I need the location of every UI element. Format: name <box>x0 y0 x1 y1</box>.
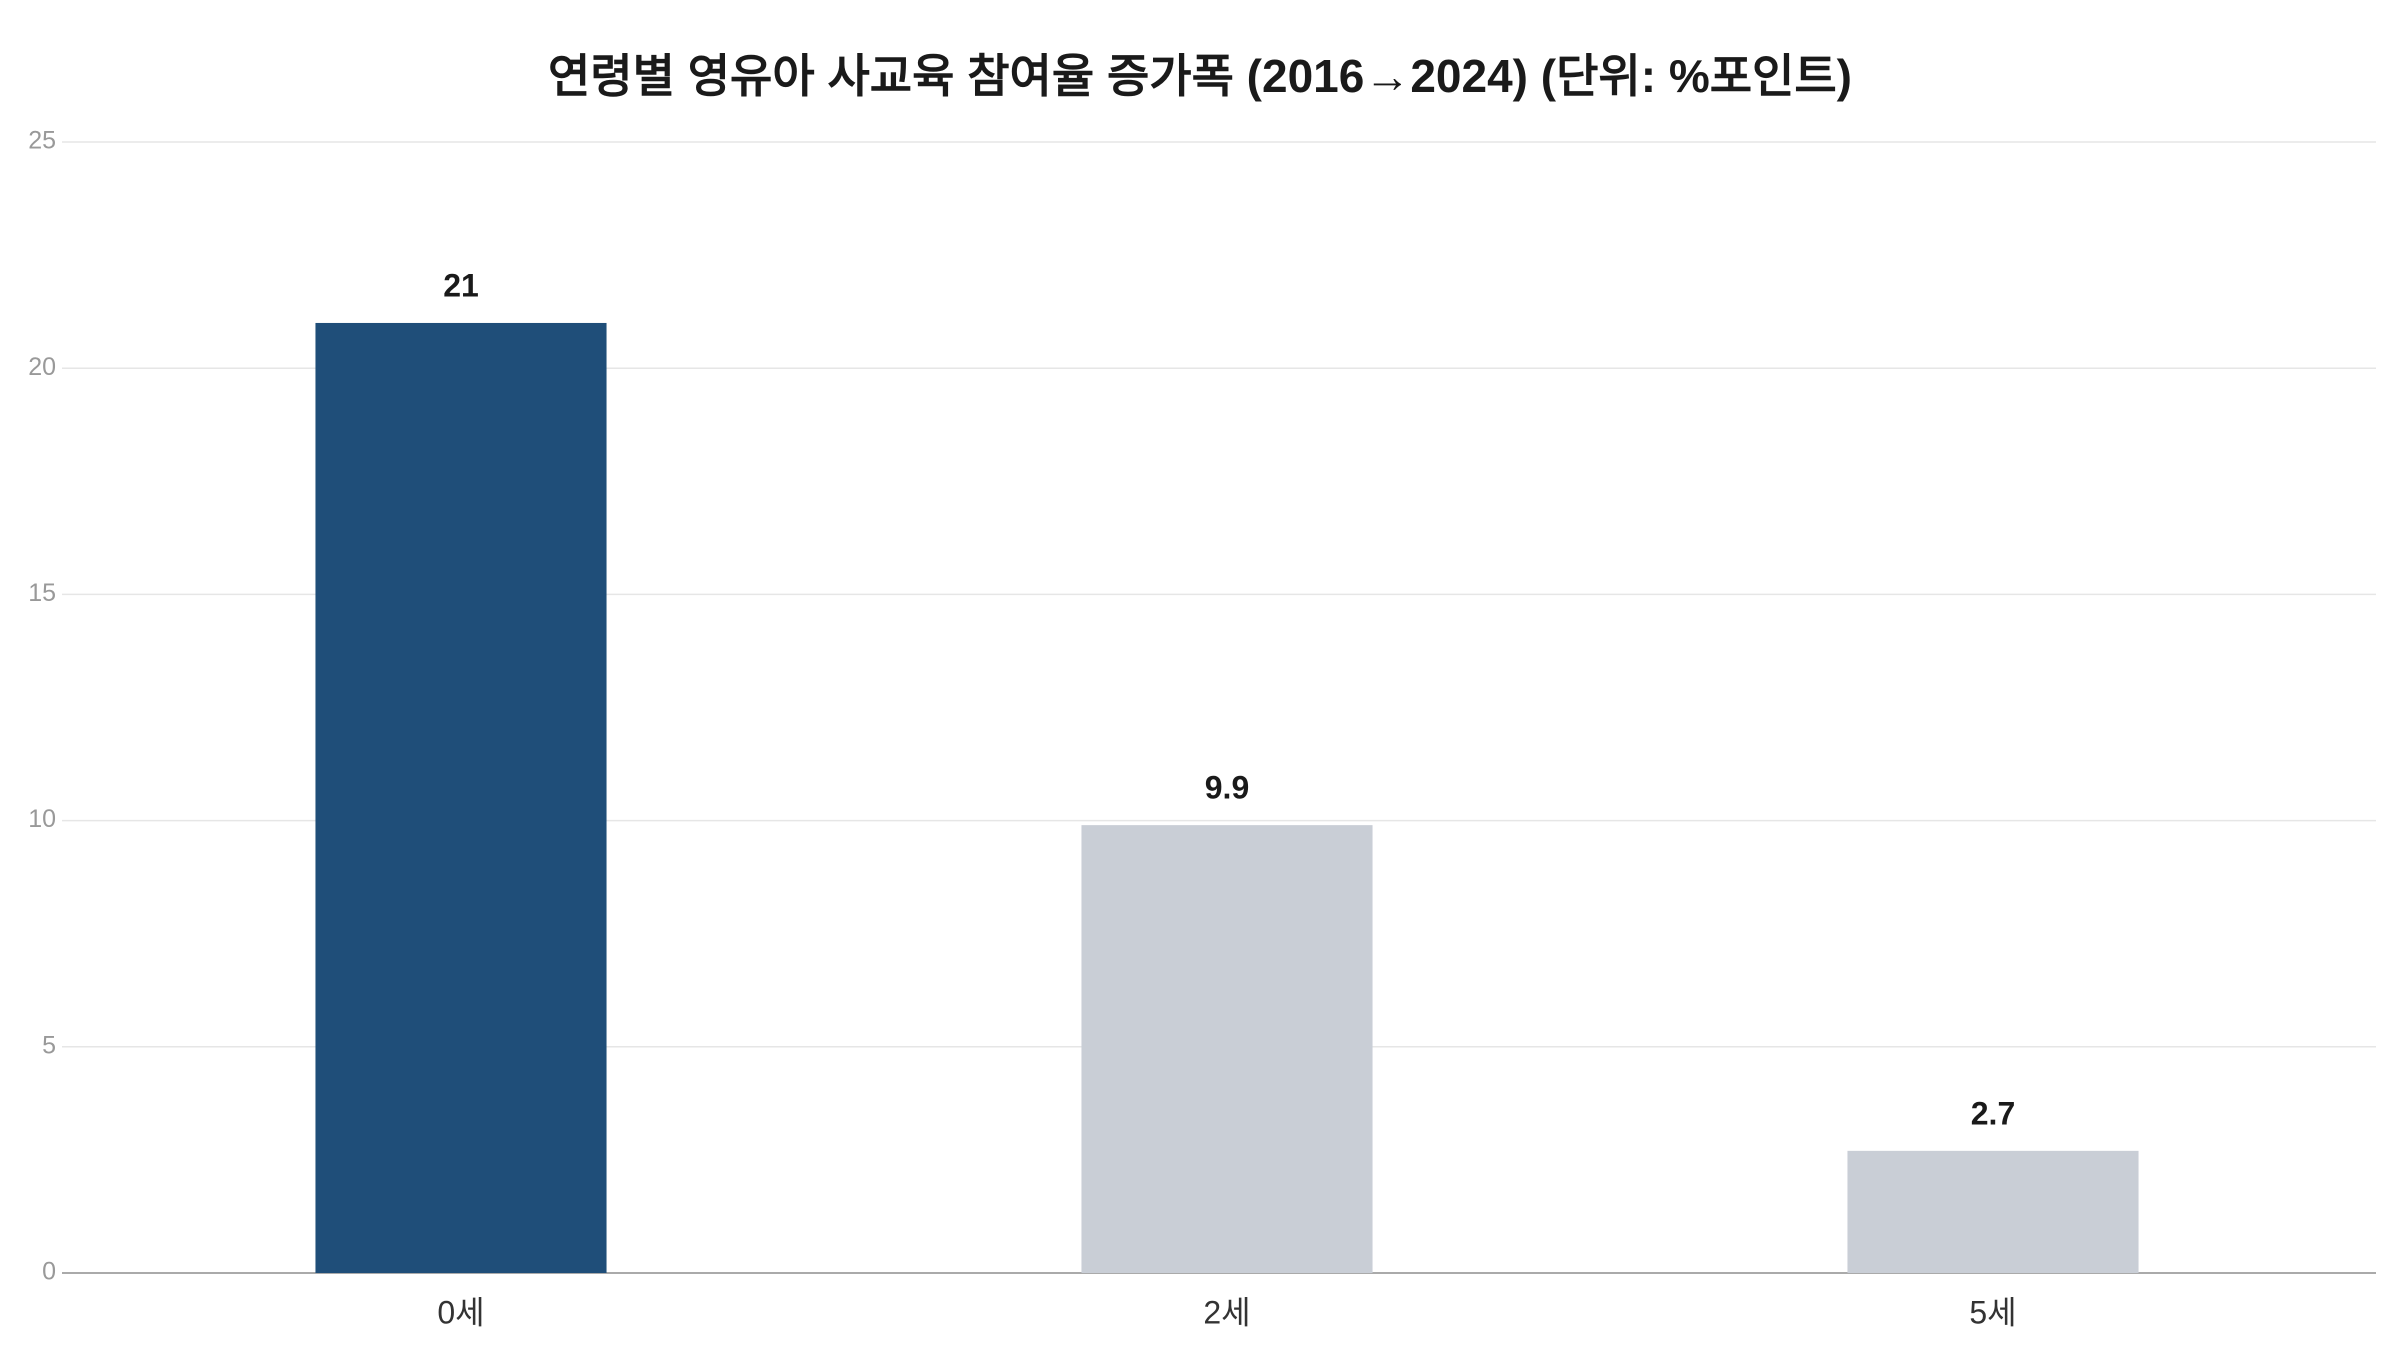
chart-title: 연령별 영유아 사교육 참여율 증가폭 (2016→2024) (단위: %포인… <box>548 50 1852 102</box>
y-tick-label: 25 <box>28 127 56 155</box>
y-tick-label: 15 <box>28 579 56 607</box>
y-tick-label: 5 <box>42 1031 56 1059</box>
value-label: 21 <box>443 267 479 303</box>
y-tick-label: 10 <box>28 805 56 833</box>
x-tick-label: 2세 <box>1203 1294 1250 1330</box>
y-tick-label: 20 <box>28 353 56 381</box>
value-label: 9.9 <box>1205 770 1249 806</box>
value-label: 2.7 <box>1971 1095 2015 1131</box>
x-tick-label: 0세 <box>437 1294 484 1330</box>
y-tick-label: 0 <box>42 1258 56 1286</box>
bar <box>1847 1150 2139 1273</box>
bar <box>315 322 607 1274</box>
bar <box>1081 825 1373 1273</box>
x-tick-label: 5세 <box>1969 1294 2016 1330</box>
